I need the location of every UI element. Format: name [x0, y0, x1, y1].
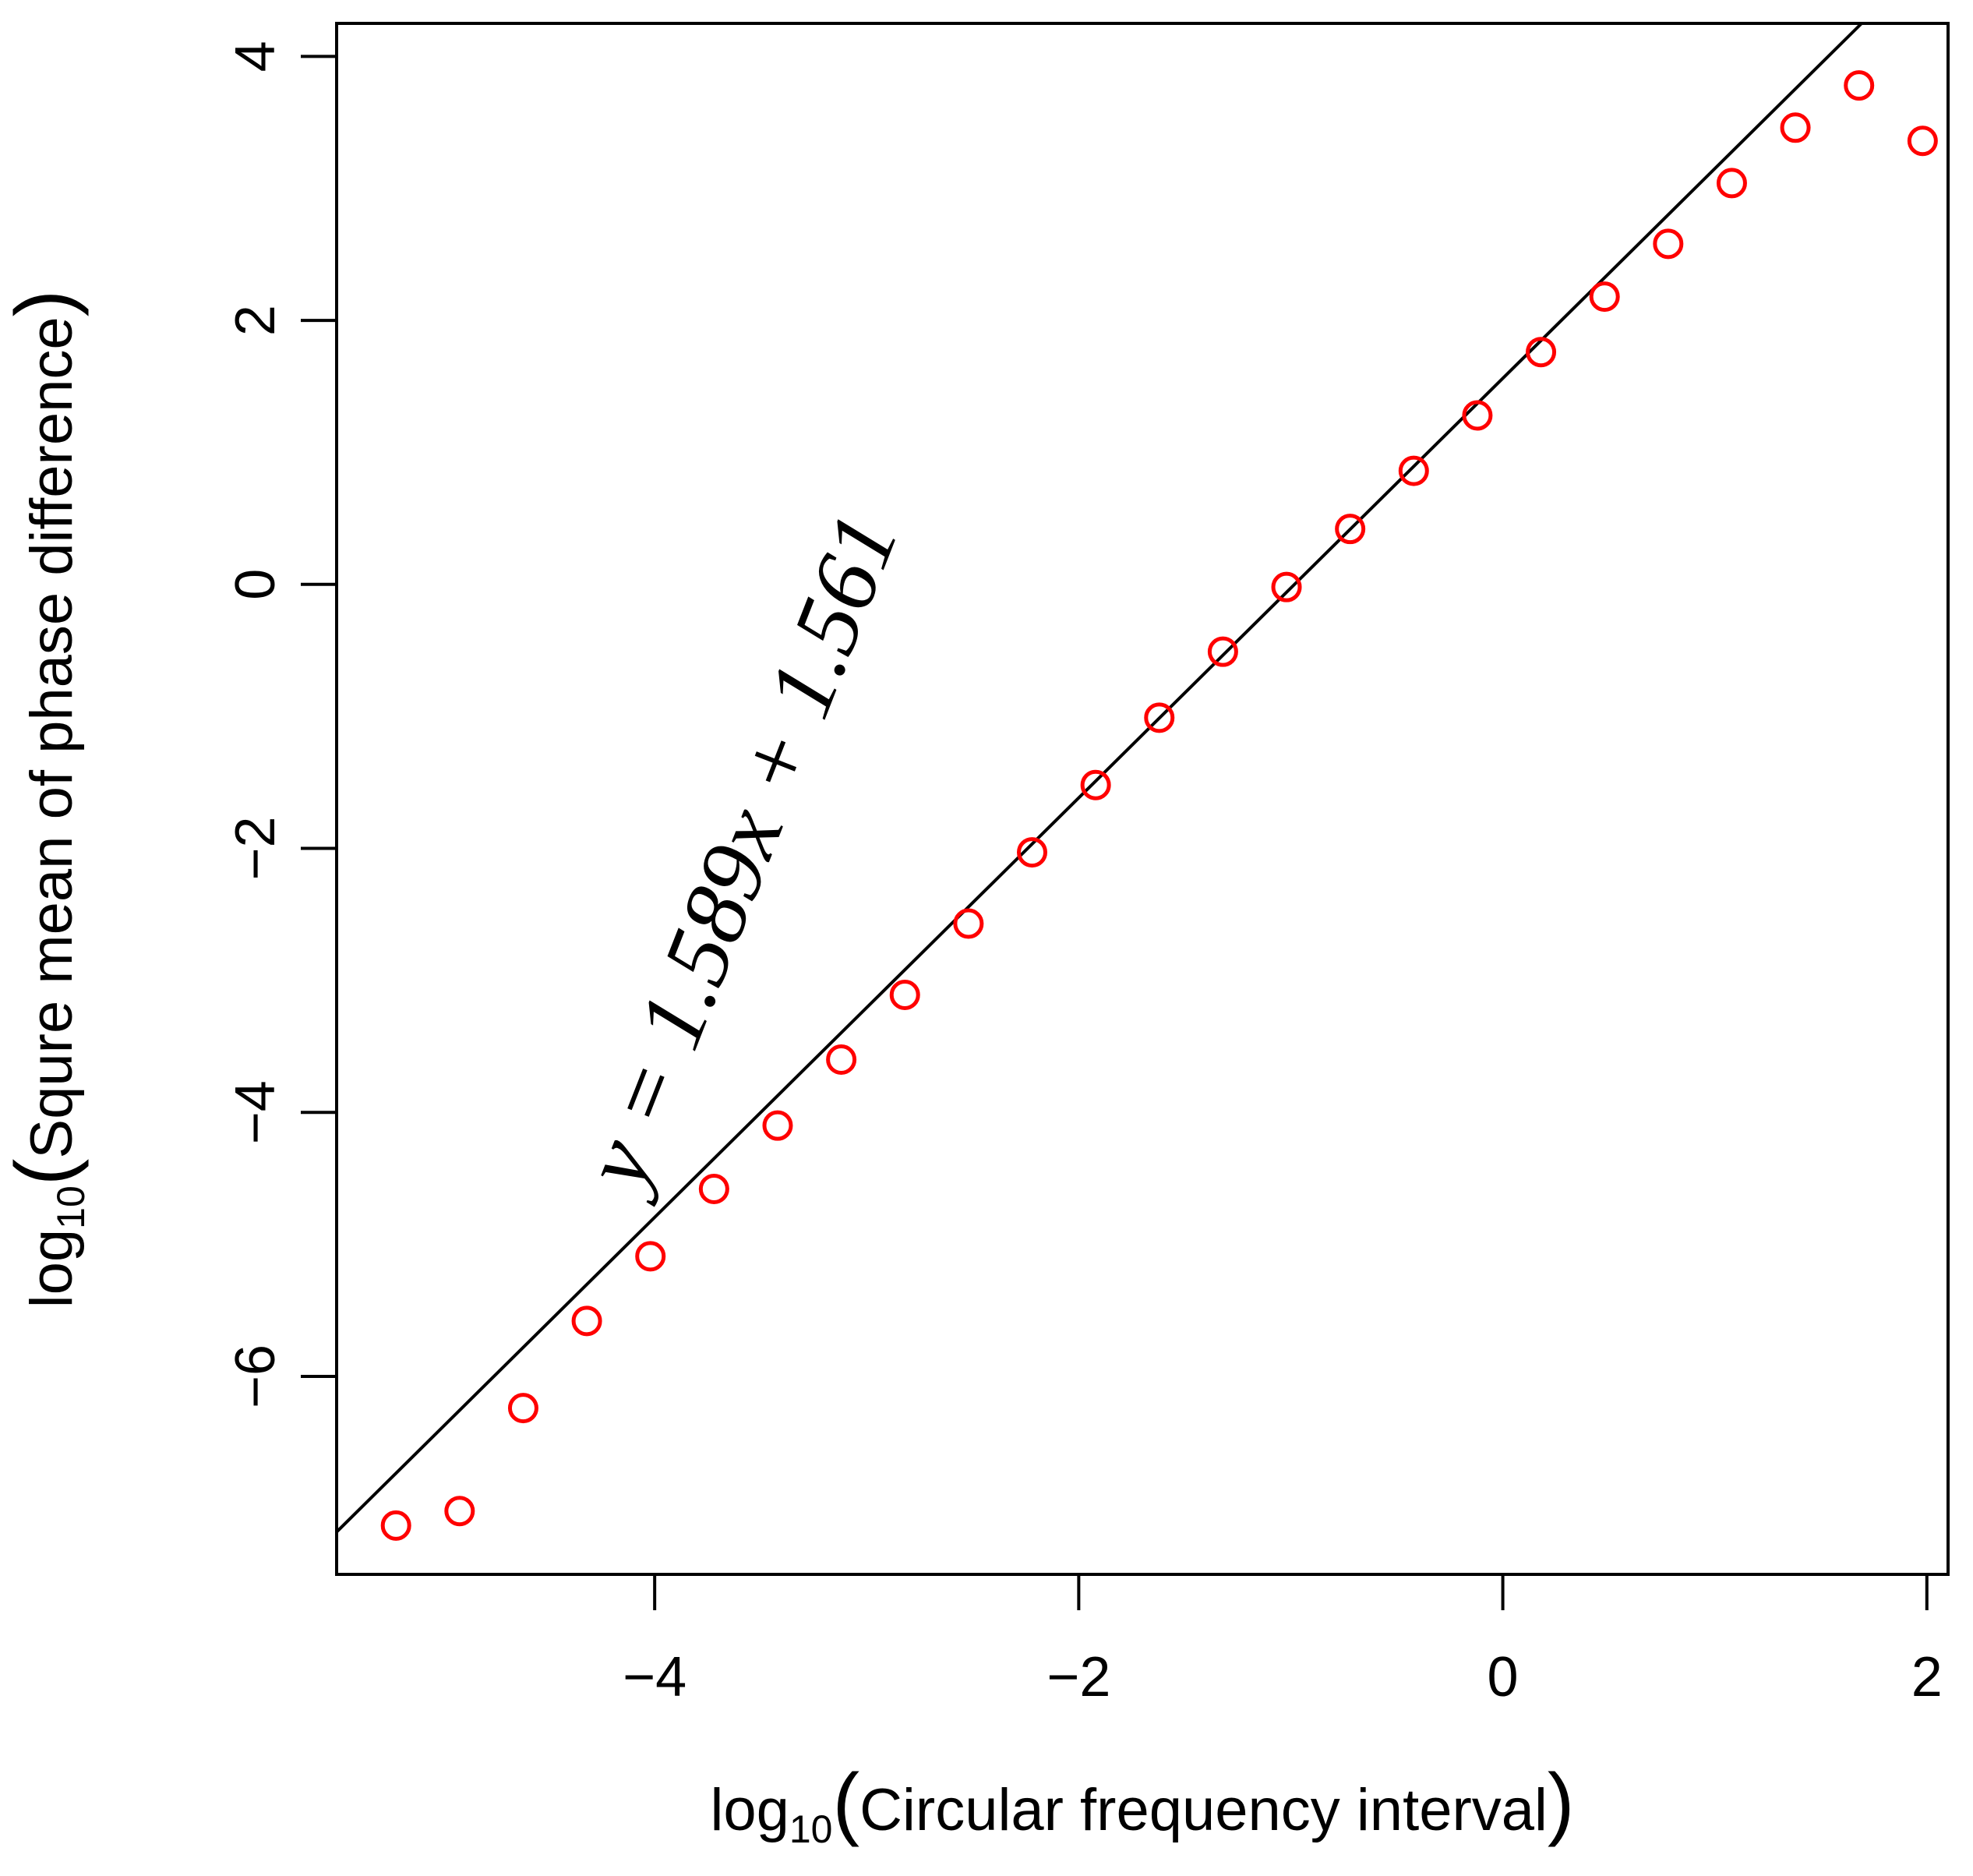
data-point	[1207, 636, 1238, 667]
x-tick-label: −4	[623, 1646, 686, 1708]
y-tick-label: −6	[224, 1344, 287, 1408]
data-point	[444, 1496, 475, 1527]
fit-equation-annotation: y = 1.589x + 1.561	[560, 500, 918, 1207]
data-point	[1526, 337, 1557, 368]
data-point	[1335, 514, 1366, 545]
data-point	[698, 1173, 729, 1204]
x-axis-label: log10(Circular frequency interval)	[710, 1758, 1574, 1851]
x-axis-label-text: Circular frequency interval	[859, 1777, 1548, 1843]
y-axis: −6 −4 −2 0 2 4	[224, 41, 337, 1408]
data-point	[1653, 228, 1684, 260]
data-point	[1716, 168, 1747, 199]
x-axis-label-subscript: 10	[789, 1807, 833, 1851]
data-point	[889, 980, 920, 1011]
y-tick-label: −4	[224, 1080, 287, 1144]
y-axis-label-text: Squre mean of phase difference	[19, 316, 85, 1158]
data-point	[507, 1393, 538, 1424]
y-tick-label: 4	[224, 41, 287, 72]
data-point	[635, 1241, 666, 1272]
x-tick-label: 0	[1488, 1646, 1519, 1708]
x-tick-label: −2	[1047, 1646, 1110, 1708]
data-point	[826, 1044, 857, 1075]
data-point	[1080, 769, 1111, 800]
data-point	[571, 1305, 602, 1337]
plot-frame	[335, 22, 1950, 1576]
data-point	[1271, 571, 1302, 602]
y-tick-label: 0	[224, 569, 287, 600]
data-point	[1844, 70, 1875, 101]
data-point	[380, 1510, 411, 1541]
data-point	[953, 908, 984, 939]
y-tick-label: −2	[224, 816, 287, 880]
y-axis-label-subscript: 10	[49, 1185, 93, 1229]
y-tick-label: 2	[224, 305, 287, 336]
data-point	[762, 1110, 793, 1141]
data-point	[1144, 702, 1175, 733]
x-axis-label-prefix: log	[710, 1777, 789, 1843]
x-tick-label: 2	[1911, 1646, 1943, 1708]
x-axis: −4 −2 0 2	[623, 1574, 1943, 1708]
data-point	[1589, 281, 1620, 313]
y-axis-label: log10(Squre mean of phase difference)	[0, 290, 93, 1309]
data-point	[1017, 837, 1048, 868]
data-point	[1462, 400, 1493, 431]
fit-line	[335, 22, 1863, 1533]
data-point	[1398, 455, 1429, 486]
y-axis-label-prefix: log	[19, 1229, 85, 1308]
data-point	[1780, 112, 1811, 143]
data-point	[1907, 125, 1938, 157]
